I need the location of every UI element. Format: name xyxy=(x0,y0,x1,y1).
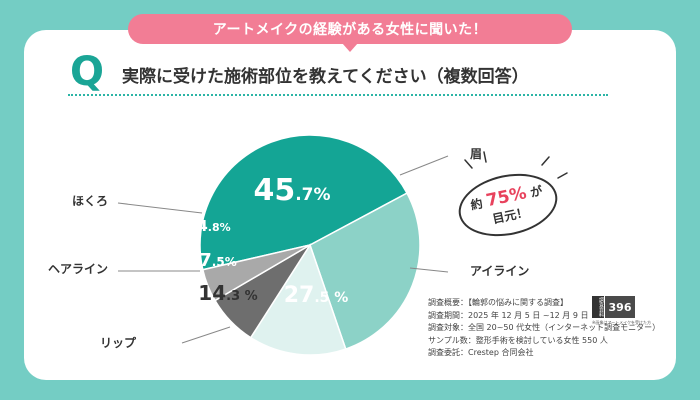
value-label-eyeliner: 27.5 % xyxy=(284,283,349,308)
pie-slice-brow xyxy=(199,134,409,271)
question-underline xyxy=(68,94,608,96)
value-label-brow: 45.7% xyxy=(253,173,330,208)
badge-emphasis-stroke xyxy=(541,156,550,166)
category-label-lip: リップ xyxy=(100,335,137,350)
badge-emphasis-stroke xyxy=(464,159,473,169)
survey-details: 調査概要：【輪郭の悩みに関する調査】 調査期間：2025 年 12 月 5 日 … xyxy=(428,297,660,360)
value-label-hairline: 7.5% xyxy=(199,250,236,271)
leader-line-brow xyxy=(399,155,449,176)
report-tag: 調査資料 xyxy=(592,296,604,318)
badge-prefix: 約 xyxy=(469,195,484,213)
leader-line-lip xyxy=(181,326,231,344)
value-label-mole: 4.8% xyxy=(197,217,230,235)
badge-emphasis-stroke xyxy=(483,151,487,163)
category-label-eyeliner: アイライン xyxy=(470,264,529,278)
report-note: ※画像はアートメイクを受けた方 xyxy=(592,320,652,325)
survey-line: 調査期間：2025 年 12 月 5 日 ~12 月 9 日 xyxy=(428,310,589,320)
leader-line-eyeliner xyxy=(409,267,449,273)
survey-banner: アートメイクの経験がある女性に聞いた！ xyxy=(128,14,572,44)
category-label-hairline: ヘアライン xyxy=(48,262,108,276)
value-label-lip: 14.3 % xyxy=(198,281,257,305)
pie-slice-eyeliner xyxy=(309,192,421,350)
badge-emphasis-stroke xyxy=(557,172,568,179)
question-mark-q: Q xyxy=(70,49,105,95)
badge-suffix: が xyxy=(528,183,544,200)
category-label-brow: 眉 xyxy=(470,147,482,161)
category-label-mole: ほくろ xyxy=(72,194,108,208)
survey-line: サンプル数：整形手術を検討している女性 550 人 xyxy=(428,335,608,345)
report-number: 396 xyxy=(605,296,635,318)
survey-line: 調査委託：Crestep 合同会社 xyxy=(428,348,534,357)
leader-line-mole xyxy=(117,202,203,214)
survey-line: 調査対象：全国 20~50 代女性（インターネット調査モニター） xyxy=(428,323,661,332)
pie-slice-lip xyxy=(249,243,347,356)
banner-pointer xyxy=(342,43,358,52)
question-title: 実際に受けた施術部位を教えてください（複数回答） xyxy=(122,67,529,87)
survey-line: 調査概要：【輪郭の悩みに関する調査】 xyxy=(428,298,568,307)
pie-slice-mole xyxy=(201,244,311,302)
